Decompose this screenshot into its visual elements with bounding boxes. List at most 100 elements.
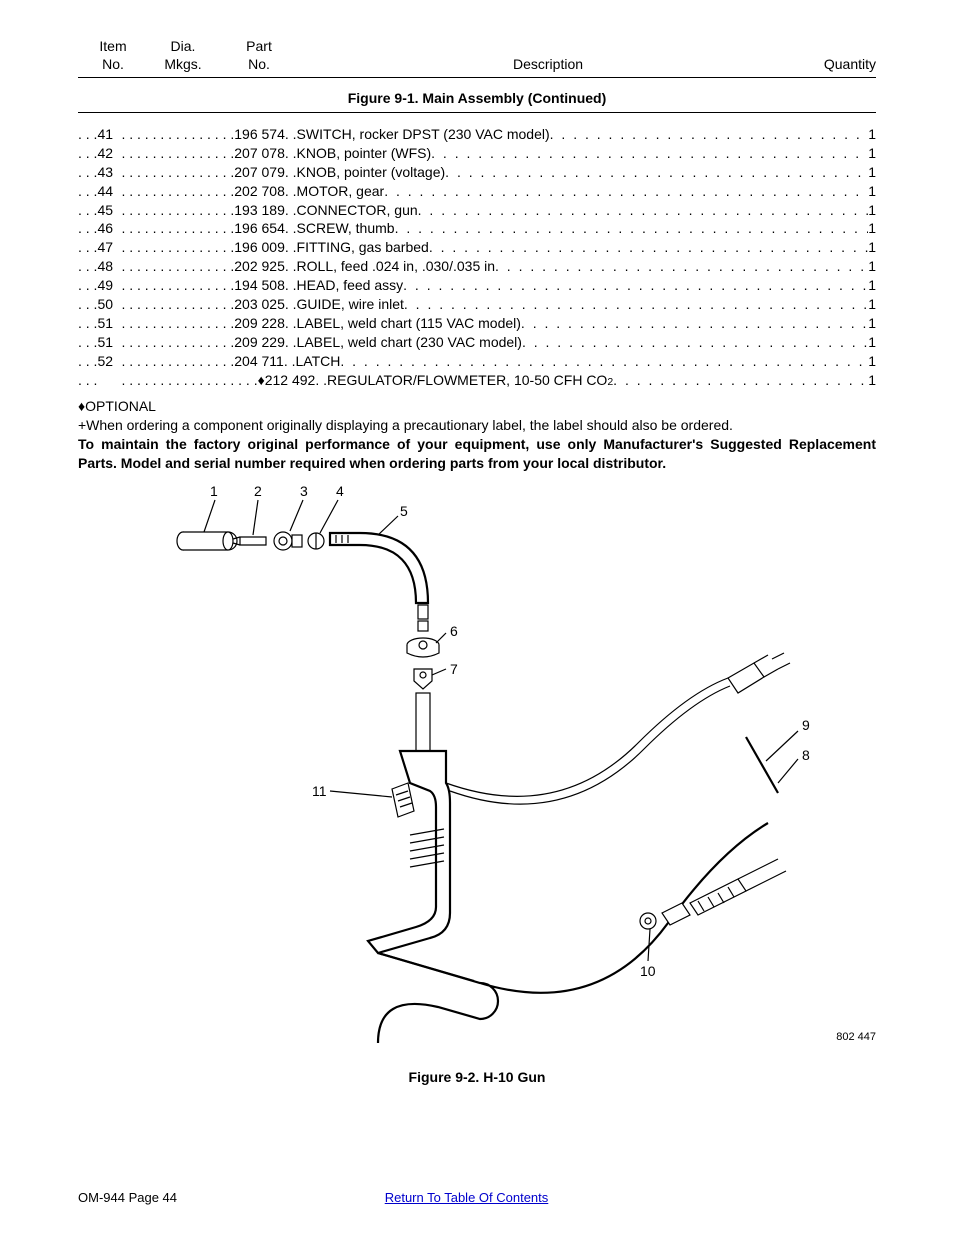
row-item-no: 48 <box>97 257 121 276</box>
row-description: SWITCH, rocker DPST (230 VAC model) <box>297 125 550 144</box>
toc-link[interactable]: Return To Table Of Contents <box>385 1190 549 1205</box>
row-desc-lead-dots: . . <box>285 295 297 314</box>
row-part-no: 202 708 <box>234 182 285 201</box>
row-fill-dots <box>403 276 868 295</box>
figure2-diagram: 1 2 3 4 5 6 7 8 9 10 11 802 447 <box>78 483 876 1063</box>
row-part-no: 194 508 <box>234 276 285 295</box>
row-desc-lead-dots: . . <box>285 201 297 220</box>
figure1-title: Figure 9-1. Main Assembly (Continued) <box>78 90 876 106</box>
row-desc-lead-dots: . . <box>285 219 297 238</box>
header-desc-text: Description <box>513 56 583 74</box>
row-fill-dots <box>404 295 868 314</box>
header-item: Item No. <box>78 38 148 73</box>
parts-list: . . . 41 . . . . . . . . . . . . . . . 1… <box>78 125 876 389</box>
row-qty: 1 <box>868 352 876 371</box>
row-fill-dots <box>429 238 868 257</box>
parts-row: . . . 45 . . . . . . . . . . . . . . . 1… <box>78 201 876 220</box>
callout-10: 10 <box>640 963 656 979</box>
row-leading-dots: . . . <box>78 257 97 276</box>
row-mid-dots: . . . . . . . . . . . . . . . <box>121 125 234 144</box>
callout-2: 2 <box>254 483 262 499</box>
row-part-no: 202 925 <box>234 257 285 276</box>
row-fill-dots <box>550 125 869 144</box>
note-bold: To maintain the factory original perform… <box>78 435 876 473</box>
row-mid-dots: . . . . . . . . . . . . . . . <box>121 257 234 276</box>
parts-row: . . . . . . . . . . . . . . . . . . . . … <box>78 371 876 390</box>
row-mid-dots: . . . . . . . . . . . . . . . <box>121 201 234 220</box>
header-dia: Dia. Mkgs. <box>148 38 218 73</box>
row-mid-dots: . . . . . . . . . . . . . . . <box>121 182 234 201</box>
row-fill-dots <box>340 352 868 371</box>
row-description: KNOB, pointer (voltage) <box>297 163 446 182</box>
row-item-no: 43 <box>97 163 121 182</box>
callout-11: 11 <box>312 783 327 799</box>
footer-page: OM-944 Page 44 <box>78 1190 177 1205</box>
row-part-no: 209 229 <box>234 333 285 352</box>
notes-block: ♦OPTIONAL +When ordering a component ori… <box>78 397 876 473</box>
row-item-no: 41 <box>97 125 121 144</box>
row-desc-lead-dots: . . <box>285 257 297 276</box>
row-desc-lead-dots: . . <box>315 371 327 390</box>
parts-row: . . . 43 . . . . . . . . . . . . . . . 2… <box>78 163 876 182</box>
header-item-l1: Item <box>78 38 148 56</box>
row-item-no: 51 <box>97 333 121 352</box>
row-description: REGULATOR/FLOWMETER, 10-50 CFH CO <box>327 371 607 390</box>
row-desc-lead-dots: . . <box>285 333 297 352</box>
row-item-no: 44 <box>97 182 121 201</box>
row-mid-dots: . . . . . . . . . . . . . . . <box>121 238 234 257</box>
figure2-title: Figure 9-2. H-10 Gun <box>78 1069 876 1085</box>
page-footer: OM-944 Page 44 Return To Table Of Conten… <box>78 1190 876 1205</box>
row-desc-lead-dots: . . <box>285 238 297 257</box>
row-part-no: 196 654 <box>234 219 285 238</box>
parts-table-header: Item No. Dia. Mkgs. Part No. Description… <box>78 38 876 78</box>
row-mid-dots: . . . . . . . . . . . . . . . <box>121 276 234 295</box>
row-desc-lead-dots: . . <box>285 125 297 144</box>
row-fill-dots <box>521 314 868 333</box>
row-qty: 1 <box>868 333 876 352</box>
row-fill-dots <box>418 201 869 220</box>
row-description: GUIDE, wire inlet <box>297 295 404 314</box>
row-item-no: 42 <box>97 144 121 163</box>
row-description: FITTING, gas barbed <box>297 238 429 257</box>
callout-4: 4 <box>336 483 344 499</box>
header-qty: Quantity <box>796 38 876 73</box>
row-item-no: 45 <box>97 201 121 220</box>
row-desc-lead-dots: . . <box>285 163 297 182</box>
row-item-no: 51 <box>97 314 121 333</box>
drawing-number: 802 447 <box>836 1031 876 1043</box>
row-mid-dots: . . . . . . . . . . . . . . . <box>121 219 234 238</box>
row-part-no: ♦212 492 <box>258 371 316 390</box>
row-description: CONNECTOR, gun <box>297 201 418 220</box>
parts-row: . . . 41 . . . . . . . . . . . . . . . 1… <box>78 125 876 144</box>
callout-7: 7 <box>450 661 458 677</box>
row-mid-dots: . . . . . . . . . . . . . . . <box>121 295 234 314</box>
row-part-no: 203 025 <box>234 295 285 314</box>
row-qty: 1 <box>868 144 876 163</box>
parts-row: . . . 49 . . . . . . . . . . . . . . . 1… <box>78 276 876 295</box>
header-dia-l1: Dia. <box>148 38 218 56</box>
parts-row: . . . 48 . . . . . . . . . . . . . . . 2… <box>78 257 876 276</box>
row-leading-dots: . . . <box>78 125 97 144</box>
parts-row: . . . 50 . . . . . . . . . . . . . . . 2… <box>78 295 876 314</box>
row-leading-dots: . . . <box>78 163 97 182</box>
parts-row: . . . 42 . . . . . . . . . . . . . . . 2… <box>78 144 876 163</box>
row-qty: 1 <box>868 257 876 276</box>
row-description: KNOB, pointer (WFS) <box>297 144 432 163</box>
row-fill-dots <box>431 144 868 163</box>
callout-3: 3 <box>300 483 308 499</box>
row-desc-lead-dots: . . <box>284 352 296 371</box>
parts-row: . . . 51 . . . . . . . . . . . . . . . 2… <box>78 333 876 352</box>
parts-row: . . . 46 . . . . . . . . . . . . . . . 1… <box>78 219 876 238</box>
callout-1: 1 <box>210 483 218 499</box>
row-leading-dots: . . . <box>78 182 97 201</box>
row-fill-dots <box>613 371 868 390</box>
row-qty: 1 <box>868 182 876 201</box>
row-fill-dots <box>495 257 868 276</box>
row-qty: 1 <box>868 238 876 257</box>
row-part-no: 193 189 <box>234 201 285 220</box>
row-fill-dots <box>384 182 868 201</box>
row-part-no: 207 079 <box>234 163 285 182</box>
row-part-no: 196 574 <box>234 125 285 144</box>
row-fill-dots <box>395 219 869 238</box>
callout-6: 6 <box>450 623 458 639</box>
